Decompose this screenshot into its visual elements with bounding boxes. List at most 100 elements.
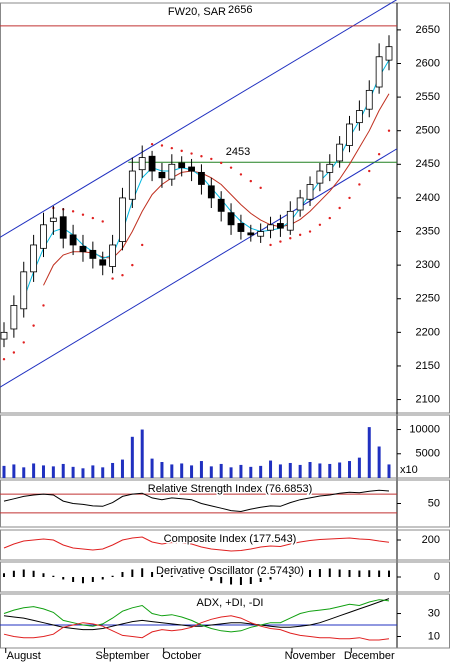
volume-bar [150,458,154,478]
sar-dot [42,304,45,307]
volume-bar [269,460,273,478]
sar-dot [298,233,302,237]
oscillator-bar [12,570,15,577]
oscillator-bar [141,568,144,577]
oscillator-bar [101,577,104,580]
indicator-line [3,615,390,641]
y-tick-label: 2500 [416,125,440,137]
volume-bar [81,468,85,478]
y-tick-label: 200 [422,534,440,546]
volume-bar [209,466,213,478]
oscillator-bar [309,570,312,577]
candle-body [385,46,393,61]
volume-bar [239,464,243,478]
sar-dot [308,230,312,233]
candle-body [257,231,265,237]
candle-body [99,259,107,266]
oscillator-bar [249,577,252,584]
sar-dot [338,206,341,210]
oscillator-bar [111,575,114,577]
volume-bar [111,462,115,478]
volume-bar [160,462,164,478]
candle-body [336,143,344,162]
ma-slow [43,93,390,286]
sar-dot [190,152,193,155]
level-label: 2453 [226,146,250,158]
indicator-line [3,489,390,513]
oscillator-bar [62,577,65,580]
candle-body [59,216,67,239]
sar-dot [160,144,164,147]
candle-body [188,166,195,172]
volume-bar [91,465,95,478]
oscillator-bar [170,575,173,577]
oscillator-bar [220,577,223,584]
y-tick-label: 0 [434,571,440,583]
volume-bar [357,457,361,478]
sar-dot [22,341,25,344]
candle-body [326,163,334,173]
oscillator-bar [42,573,45,577]
oscillator-bar [81,577,84,584]
oscillator-bar [72,577,75,582]
volume-bar [41,465,45,478]
sar-dot [150,142,154,146]
oscillator-bar [348,570,351,577]
sar-dot [131,263,134,267]
volume-bar [387,464,391,478]
candle-body [10,305,18,330]
sar-dot [121,274,124,277]
oscillator-bar [289,574,292,577]
volume-bar [298,464,302,478]
y-tick-label: 2250 [416,293,440,305]
candle-body [178,162,186,169]
candle-body [40,224,47,249]
oscillator-bar [121,572,124,577]
y-tick-label: 2350 [416,225,440,237]
volume-bar [348,461,352,478]
x-tick-label: December [344,650,395,662]
channel-line [0,148,398,388]
volume-bar [288,462,292,478]
sar-dot [289,237,292,240]
volume-bar [278,464,282,478]
sar-dot [259,186,262,190]
oscillator-bar [200,577,203,579]
volume-bar [219,463,223,478]
sar-dot [387,129,391,132]
candle-body [119,197,126,243]
panel-title: Derivative Oscillator (2.57430) [156,565,304,577]
candle-body [148,155,156,172]
volume-bar [199,461,203,478]
sar-dot [249,179,252,183]
volume-bar [120,459,124,478]
sar-dot [348,196,351,200]
candle-body [365,89,373,110]
y-tick-label: 10000 [409,423,440,435]
y-tick-label: 10 [428,630,440,642]
panel-title: Relative Strength Index (76.6853) [148,483,313,495]
volume-bar [259,465,263,478]
sar-dot [111,277,114,280]
y-tick-label: 50 [428,497,440,509]
sar-dot [101,220,104,223]
sar-dot [170,146,174,150]
y-tick-label: 2150 [416,360,440,372]
candle-body [375,56,383,88]
candle-body [69,234,77,246]
oscillator-bar [32,570,35,577]
unit-label: x10 [400,464,418,476]
x-tick-label: November [285,650,336,662]
sar-dot [239,173,243,176]
oscillator-bar [338,569,341,577]
candle-body [138,157,146,171]
volume-bar [338,462,342,478]
oscillator-bar [91,577,94,582]
volume-bar [2,465,6,478]
sar-dot [229,166,233,169]
indicator-line [3,599,390,633]
volume-bar [51,466,55,478]
candle-body [237,223,245,232]
